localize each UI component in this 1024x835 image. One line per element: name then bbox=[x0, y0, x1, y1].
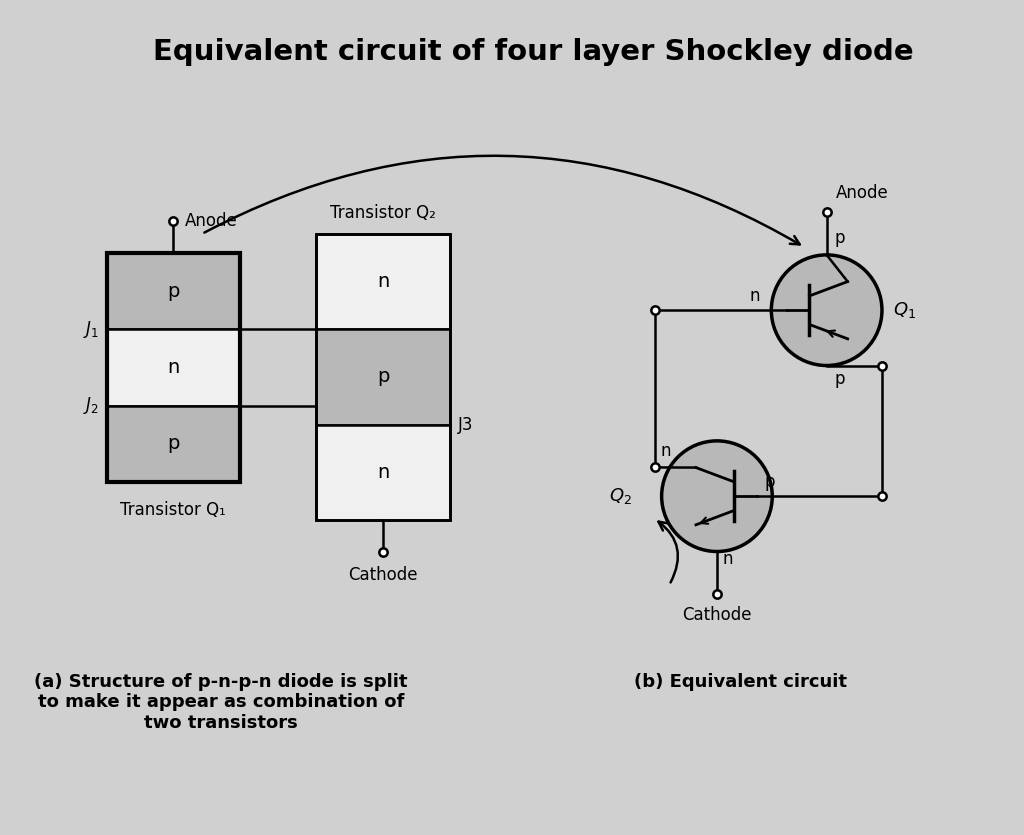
Text: n: n bbox=[377, 463, 389, 482]
Text: Transistor Q₁: Transistor Q₁ bbox=[121, 501, 226, 519]
Bar bbox=[316, 425, 450, 520]
Bar bbox=[106, 253, 240, 329]
Text: p: p bbox=[765, 473, 775, 492]
Circle shape bbox=[662, 441, 772, 551]
Text: p: p bbox=[167, 434, 179, 453]
Text: p: p bbox=[377, 367, 389, 387]
Text: $J_1$: $J_1$ bbox=[83, 319, 99, 340]
Text: p: p bbox=[835, 370, 845, 388]
Text: n: n bbox=[167, 358, 179, 377]
Text: (a) Structure of p-n-p-n diode is split
to make it appear as combination of
two : (a) Structure of p-n-p-n diode is split … bbox=[34, 673, 408, 732]
Text: n: n bbox=[660, 442, 671, 460]
Bar bbox=[106, 329, 240, 406]
Text: n: n bbox=[377, 272, 389, 291]
Circle shape bbox=[771, 255, 882, 366]
Text: Transistor Q₂: Transistor Q₂ bbox=[330, 205, 436, 222]
Text: Anode: Anode bbox=[184, 212, 238, 230]
Text: p: p bbox=[167, 281, 179, 301]
Text: $Q_1$: $Q_1$ bbox=[893, 301, 916, 320]
Bar bbox=[106, 253, 240, 482]
Bar bbox=[316, 234, 450, 520]
Text: Equivalent circuit of four layer Shockley diode: Equivalent circuit of four layer Shockle… bbox=[153, 38, 913, 66]
Text: p: p bbox=[835, 230, 845, 247]
Text: Cathode: Cathode bbox=[348, 566, 418, 584]
Text: Anode: Anode bbox=[837, 185, 889, 202]
Text: n: n bbox=[750, 287, 760, 306]
Text: $J_2$: $J_2$ bbox=[83, 395, 99, 416]
Text: Cathode: Cathode bbox=[682, 606, 752, 624]
Text: $Q_2$: $Q_2$ bbox=[609, 486, 632, 506]
Text: (b) Equivalent circuit: (b) Equivalent circuit bbox=[634, 673, 847, 691]
Bar bbox=[316, 329, 450, 425]
FancyArrowPatch shape bbox=[658, 522, 678, 583]
FancyArrowPatch shape bbox=[205, 156, 800, 245]
Text: J3: J3 bbox=[458, 416, 473, 433]
Text: n: n bbox=[723, 549, 733, 568]
Bar bbox=[316, 234, 450, 329]
Bar bbox=[106, 406, 240, 482]
